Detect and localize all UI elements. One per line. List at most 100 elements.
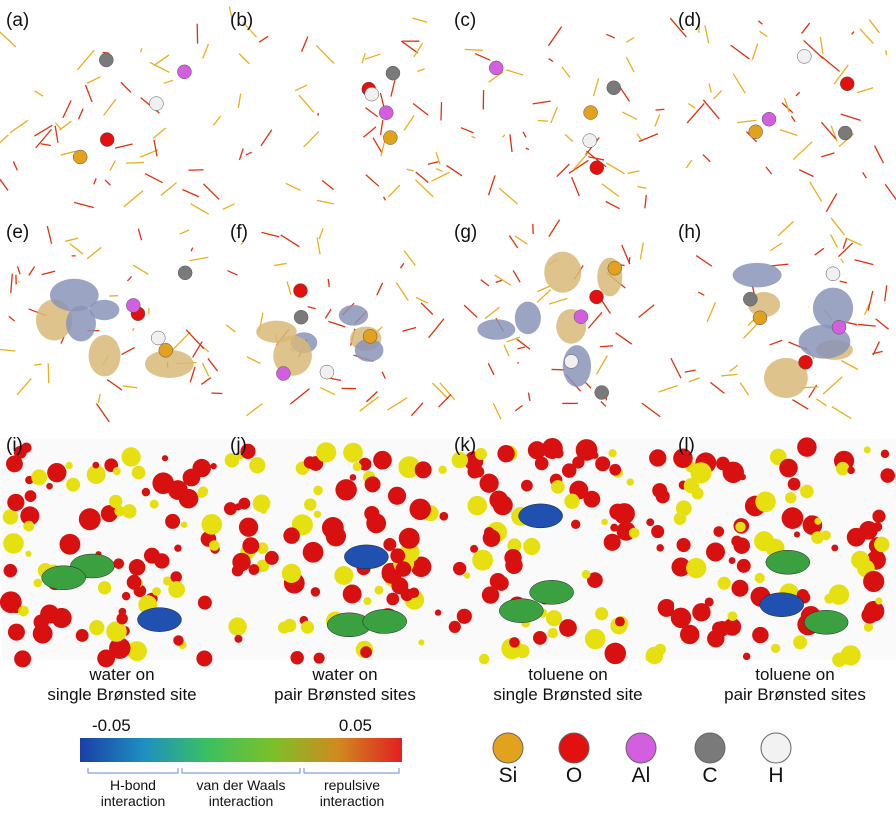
atom xyxy=(396,561,412,577)
panel-label: (c) xyxy=(454,10,476,31)
framework-bond xyxy=(465,49,483,50)
framework-bond xyxy=(687,103,704,123)
atom xyxy=(142,488,150,496)
legend-label: Si xyxy=(499,764,518,787)
framework-bond xyxy=(523,132,526,137)
framework-bond xyxy=(446,165,462,175)
atom xyxy=(713,526,724,537)
framework-bond xyxy=(317,200,334,203)
framework-bond xyxy=(593,78,598,96)
atom xyxy=(743,292,757,306)
atom xyxy=(737,559,751,573)
atom xyxy=(18,606,29,617)
framework-bond xyxy=(475,54,490,61)
atom xyxy=(479,654,490,665)
atom xyxy=(294,310,308,324)
framework-bond xyxy=(154,140,157,156)
framework-bond xyxy=(127,276,131,280)
atom xyxy=(692,603,710,621)
atom xyxy=(386,66,400,80)
framework-bond xyxy=(77,50,94,70)
atom xyxy=(832,320,846,334)
framework-bond xyxy=(191,204,209,215)
framework-bond xyxy=(766,167,772,174)
framework-bond xyxy=(287,281,291,294)
framework-bond xyxy=(549,59,553,62)
framework-bond xyxy=(262,232,279,236)
framework-bond xyxy=(180,230,189,234)
atom xyxy=(601,519,608,526)
framework-bond xyxy=(858,324,876,326)
framework-bond xyxy=(246,152,252,155)
framework-bond xyxy=(528,393,529,401)
atom xyxy=(122,504,136,518)
atom xyxy=(290,651,303,664)
atom xyxy=(677,538,691,552)
framework-bond xyxy=(29,267,35,276)
legend-swatch xyxy=(695,733,725,763)
atom xyxy=(363,329,377,343)
rdg-surface xyxy=(344,545,388,569)
framework-bond xyxy=(548,27,561,46)
atom xyxy=(595,607,608,620)
range-label: interaction xyxy=(320,793,385,809)
framework-bond xyxy=(85,85,92,102)
atom xyxy=(178,266,192,280)
framework-bond xyxy=(802,23,810,33)
atom xyxy=(201,514,222,535)
atom xyxy=(149,97,163,111)
atom xyxy=(782,507,804,529)
atom xyxy=(752,627,768,643)
framework-bond xyxy=(126,162,144,163)
framework-bond xyxy=(852,32,854,35)
atom xyxy=(316,442,336,462)
atom xyxy=(607,81,621,95)
framework-bond xyxy=(366,175,379,187)
framework-bond xyxy=(843,239,846,249)
atom xyxy=(535,457,549,471)
atom xyxy=(232,553,250,571)
atom xyxy=(168,480,188,500)
atom xyxy=(174,545,181,552)
framework-bond xyxy=(771,264,788,266)
panel-label: (f) xyxy=(230,222,248,243)
atom xyxy=(350,474,357,481)
atom xyxy=(646,518,654,526)
atom xyxy=(604,534,621,551)
framework-bond xyxy=(863,172,867,178)
atom xyxy=(33,624,53,644)
atom xyxy=(814,518,821,525)
panel-label: (a) xyxy=(6,10,29,31)
atom xyxy=(98,581,111,594)
framework-bond xyxy=(325,309,331,318)
framework-bond xyxy=(42,271,55,275)
caption: water on xyxy=(88,665,154,684)
atom xyxy=(716,457,730,471)
framework-bond xyxy=(799,170,813,177)
framework-bond xyxy=(815,248,824,255)
atom xyxy=(793,635,807,649)
atom xyxy=(840,77,854,91)
atom xyxy=(483,529,501,547)
atom xyxy=(609,464,621,476)
framework-bond xyxy=(538,120,548,121)
framework-bond xyxy=(703,100,719,119)
atom xyxy=(838,126,852,140)
framework-bond xyxy=(87,247,101,258)
framework-bond xyxy=(846,238,862,245)
framework-bond xyxy=(831,234,838,247)
framework-bond xyxy=(572,177,580,196)
atom xyxy=(574,310,588,324)
framework-bond xyxy=(246,404,262,416)
framework-bond xyxy=(401,41,418,53)
atom xyxy=(864,446,871,453)
framework-bond xyxy=(402,327,416,331)
framework-bond xyxy=(493,403,501,419)
framework-bond xyxy=(223,204,235,210)
atom xyxy=(797,437,817,457)
isosurface xyxy=(339,305,368,326)
panel-label: (l) xyxy=(678,435,695,456)
framework-bond xyxy=(362,53,365,63)
framework-bond xyxy=(628,171,640,173)
atom xyxy=(127,575,142,590)
